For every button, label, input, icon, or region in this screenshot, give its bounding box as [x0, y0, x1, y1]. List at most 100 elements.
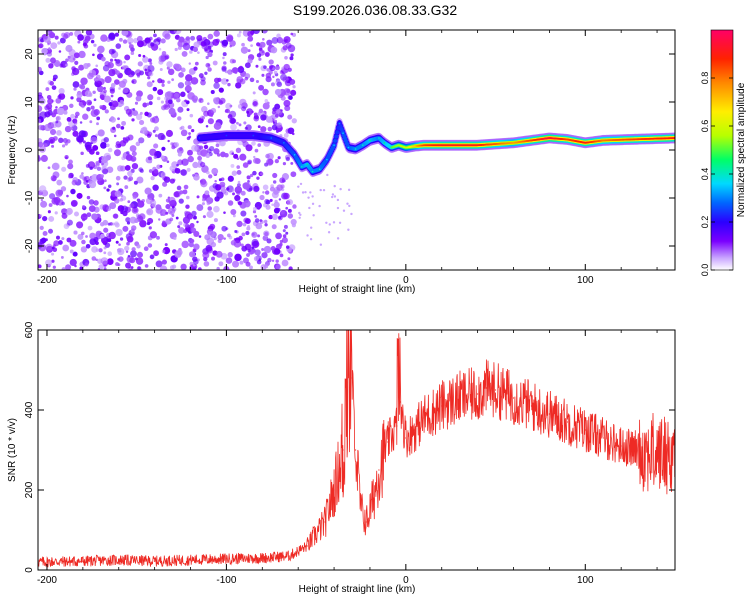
colorbar-tick-label: 0.2 [700, 216, 710, 229]
noise-cell [289, 79, 295, 85]
noise-cell [185, 204, 190, 209]
noise-cell [38, 66, 42, 73]
noise-cell [60, 186, 67, 192]
noise-cell [108, 32, 116, 40]
noise-cell [285, 206, 289, 210]
noise-cell [218, 261, 224, 267]
noise-cell [164, 54, 170, 60]
noise-cell [142, 56, 149, 63]
noise-cell [283, 132, 289, 138]
noise-cell [89, 232, 96, 240]
noise-cell [125, 250, 129, 253]
noise-cell [171, 205, 175, 209]
noise-cell [158, 193, 163, 198]
noise-cell [119, 140, 127, 147]
noise-cell [180, 67, 186, 73]
noise-cell [58, 50, 62, 53]
noise-cell [210, 107, 217, 114]
noise-cell [66, 139, 71, 144]
noise-cell [261, 247, 265, 251]
noise-cell [251, 141, 256, 146]
noise-cell [242, 222, 247, 227]
noise-cell [134, 69, 142, 76]
snr-point [396, 425, 398, 427]
noise-cell [171, 145, 176, 150]
noise-cell [48, 47, 51, 50]
noise-cell [250, 44, 253, 47]
noise-cell [342, 209, 346, 212]
noise-cell [95, 248, 100, 252]
snr-y-label: SNR (10 * v/v) [7, 418, 18, 482]
snr-point [441, 405, 443, 407]
noise-cell [239, 65, 243, 70]
noise-cell [204, 234, 211, 241]
ridge-point [602, 139, 605, 142]
noise-cell [246, 253, 250, 257]
noise-cell [55, 115, 61, 122]
noise-cell [116, 182, 120, 186]
ridge-point [422, 144, 425, 146]
noise-cell [174, 47, 178, 52]
noise-cell [219, 181, 226, 188]
noise-cell [251, 238, 259, 247]
noise-cell [98, 248, 103, 253]
noise-cell [338, 221, 342, 224]
noise-cell [58, 87, 65, 95]
noise-cell [210, 90, 215, 95]
noise-cell [138, 137, 145, 144]
snr-point [324, 521, 326, 523]
ridge-point [476, 144, 479, 146]
noise-cell [122, 39, 128, 44]
snr-point [399, 401, 402, 403]
noise-cell [133, 208, 138, 213]
noise-cell [80, 77, 88, 85]
noise-cell [196, 195, 200, 199]
noise-cell [68, 55, 76, 63]
noise-cell [48, 32, 56, 39]
noise-cell [262, 37, 265, 41]
noise-cell [95, 151, 100, 156]
colorbar-tick-label: 0.4 [700, 168, 710, 181]
noise-cell [246, 175, 251, 180]
noise-cell [170, 142, 174, 146]
noise-cell [153, 155, 158, 160]
noise-cell [89, 166, 93, 170]
noise-cell [178, 36, 185, 43]
noise-cell [286, 199, 294, 206]
y-tick-label: 600 [24, 321, 35, 338]
ridge-mid [334, 134, 339, 139]
noise-cell [42, 215, 48, 222]
y-tick-label: 0 [24, 567, 35, 573]
noise-cell [318, 204, 321, 208]
noise-cell [165, 129, 174, 137]
figure-title: S199.2026.036.08.33.G32 [292, 2, 458, 18]
noise-cell [271, 224, 277, 230]
noise-cell [273, 201, 280, 209]
noise-cell [81, 105, 85, 109]
noise-cell [102, 219, 109, 226]
noise-cell [307, 196, 310, 199]
noise-cell [39, 225, 44, 230]
noise-cell [136, 35, 143, 42]
noise-cell [72, 251, 78, 257]
noise-cell [203, 261, 210, 267]
snr-point [154, 560, 156, 562]
noise-cell [147, 243, 153, 248]
noise-cell [65, 44, 73, 53]
noise-cell [72, 81, 80, 88]
noise-cell [173, 96, 177, 100]
ridge-point [566, 138, 569, 141]
noise-cell [107, 61, 114, 69]
noise-cell [63, 31, 71, 39]
noise-cell [124, 54, 131, 61]
noise-cell [330, 195, 334, 199]
noise-cell [168, 196, 176, 205]
noise-cell [262, 191, 265, 194]
noise-cell [90, 136, 98, 144]
noise-cell [230, 209, 237, 215]
noise-cell [256, 53, 262, 58]
noise-cell [48, 203, 53, 207]
noise-cell [88, 180, 97, 189]
ridge-point [440, 144, 443, 146]
noise-cell [85, 163, 90, 168]
